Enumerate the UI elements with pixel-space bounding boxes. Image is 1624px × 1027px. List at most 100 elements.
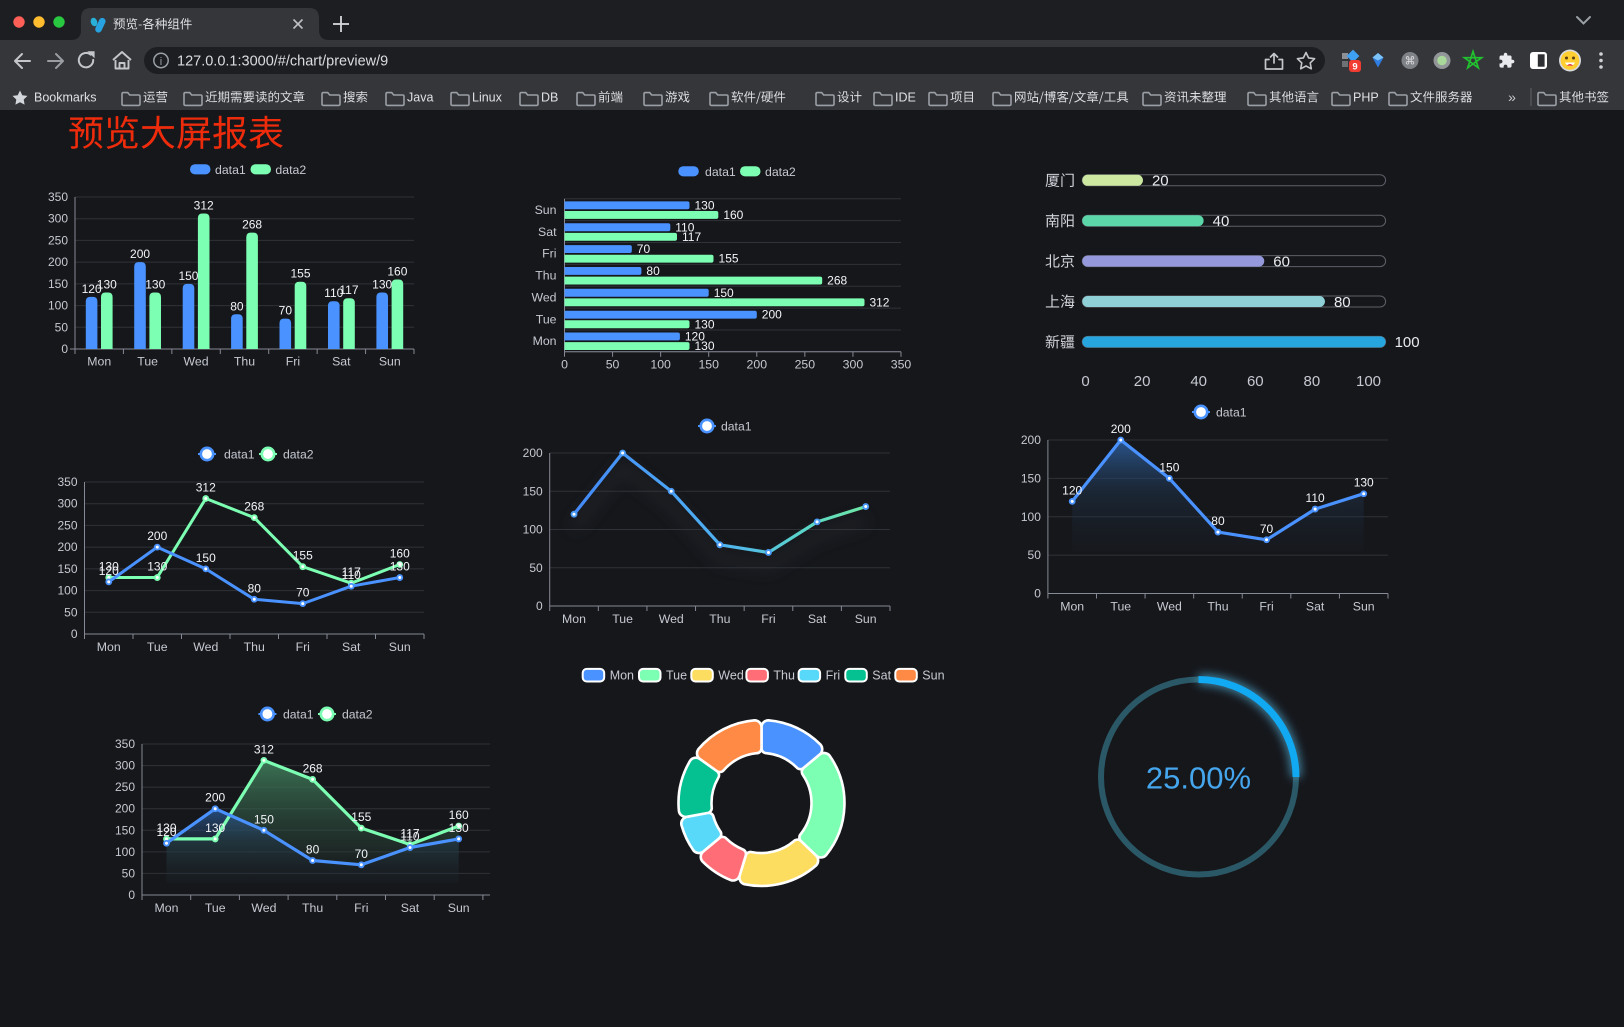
svg-text:data1: data1 xyxy=(721,419,752,433)
svg-text:Sat: Sat xyxy=(538,225,557,239)
svg-text:Sun: Sun xyxy=(922,669,944,683)
svg-text:Sun: Sun xyxy=(855,612,877,626)
svg-text:160: 160 xyxy=(449,808,469,822)
svg-text:⌘: ⌘ xyxy=(1405,56,1416,68)
svg-text:160: 160 xyxy=(723,208,743,222)
svg-text:80: 80 xyxy=(1304,373,1321,390)
svg-text:Tue: Tue xyxy=(1110,600,1131,614)
svg-text:130: 130 xyxy=(1354,476,1374,490)
svg-text:Thu: Thu xyxy=(773,669,795,683)
svg-text:150: 150 xyxy=(714,286,734,300)
svg-text:Wed: Wed xyxy=(718,669,744,683)
svg-text:120: 120 xyxy=(156,825,176,839)
svg-text:130: 130 xyxy=(147,560,167,574)
svg-text:80: 80 xyxy=(646,264,660,278)
svg-text:Linux: Linux xyxy=(472,91,503,105)
svg-text:data1: data1 xyxy=(224,447,255,461)
svg-text:200: 200 xyxy=(130,247,150,261)
svg-text:200: 200 xyxy=(1111,422,1131,436)
svg-text:data1: data1 xyxy=(215,163,246,177)
svg-text:80: 80 xyxy=(1211,514,1225,528)
svg-text:300: 300 xyxy=(843,357,864,371)
svg-text:50: 50 xyxy=(606,357,620,371)
svg-text:130: 130 xyxy=(156,821,176,835)
svg-text:312: 312 xyxy=(254,742,274,756)
svg-text:Wed: Wed xyxy=(184,355,209,369)
svg-text:150: 150 xyxy=(523,484,543,498)
svg-text:200: 200 xyxy=(747,357,768,371)
svg-text:200: 200 xyxy=(523,446,543,460)
svg-text:Thu: Thu xyxy=(1207,600,1228,614)
svg-text:Sun: Sun xyxy=(379,355,401,369)
svg-text:150: 150 xyxy=(57,562,77,576)
svg-text:Mon: Mon xyxy=(87,355,111,369)
svg-text:Wed: Wed xyxy=(659,612,684,626)
svg-text:350: 350 xyxy=(891,357,912,371)
svg-text:0: 0 xyxy=(1034,587,1041,601)
svg-text:150: 150 xyxy=(115,823,135,837)
svg-text:160: 160 xyxy=(390,547,410,561)
svg-text:110: 110 xyxy=(324,286,343,300)
svg-text:0: 0 xyxy=(536,599,543,613)
svg-text:20: 20 xyxy=(1134,373,1151,390)
svg-text:Fri: Fri xyxy=(542,247,556,261)
svg-text:200: 200 xyxy=(48,255,68,269)
svg-text:117: 117 xyxy=(682,230,701,244)
svg-text:60: 60 xyxy=(1247,373,1264,390)
svg-text:100: 100 xyxy=(523,523,543,537)
svg-text:Fri: Fri xyxy=(761,612,775,626)
svg-text:150: 150 xyxy=(48,277,68,291)
svg-text:i: i xyxy=(160,56,162,68)
svg-text:0: 0 xyxy=(61,342,68,356)
svg-text:70: 70 xyxy=(279,304,293,318)
svg-text:120: 120 xyxy=(99,564,119,578)
svg-text:150: 150 xyxy=(1159,460,1179,474)
svg-text:110: 110 xyxy=(1306,491,1325,505)
svg-text:Tue: Tue xyxy=(536,312,557,326)
svg-text:50: 50 xyxy=(55,320,69,334)
svg-text:268: 268 xyxy=(303,761,323,775)
svg-text:155: 155 xyxy=(293,549,313,563)
svg-text:160: 160 xyxy=(387,265,407,279)
svg-text:130: 130 xyxy=(390,560,410,574)
svg-text:Mon: Mon xyxy=(155,901,179,915)
svg-text:130: 130 xyxy=(694,198,714,212)
svg-text:Sun: Sun xyxy=(535,203,557,217)
svg-text:Bookmarks: Bookmarks xyxy=(34,91,97,105)
svg-text:20: 20 xyxy=(1152,173,1169,190)
svg-text:50: 50 xyxy=(122,866,136,880)
svg-text:130: 130 xyxy=(449,821,469,835)
svg-text:Sat: Sat xyxy=(342,640,361,654)
svg-text:70: 70 xyxy=(355,847,369,861)
svg-text:155: 155 xyxy=(351,810,371,824)
svg-text:100: 100 xyxy=(1021,510,1041,524)
svg-text:0: 0 xyxy=(1081,373,1089,390)
svg-text:300: 300 xyxy=(57,497,77,511)
svg-text:250: 250 xyxy=(48,233,68,247)
svg-text:Sun: Sun xyxy=(1353,600,1375,614)
svg-text:110: 110 xyxy=(342,568,361,582)
svg-text:127.0.0.1:3000/#/chart/preview: 127.0.0.1:3000/#/chart/preview/9 xyxy=(177,54,388,70)
svg-text:70: 70 xyxy=(1260,522,1274,536)
svg-text:50: 50 xyxy=(529,561,543,575)
svg-text:268: 268 xyxy=(244,500,264,514)
svg-text:250: 250 xyxy=(795,357,816,371)
svg-text:»: » xyxy=(1508,89,1516,105)
svg-text:Java: Java xyxy=(407,91,433,105)
svg-text:Tue: Tue xyxy=(205,901,226,915)
svg-text:Thu: Thu xyxy=(709,612,730,626)
svg-text:120: 120 xyxy=(1062,483,1082,497)
svg-text:data2: data2 xyxy=(765,165,796,179)
svg-text:Thu: Thu xyxy=(535,269,556,283)
svg-text:80: 80 xyxy=(230,299,244,313)
svg-text:100: 100 xyxy=(1395,334,1420,351)
svg-text:110: 110 xyxy=(400,830,419,844)
svg-text:155: 155 xyxy=(719,252,739,266)
svg-text:117: 117 xyxy=(339,283,358,297)
svg-text:Thu: Thu xyxy=(244,640,265,654)
svg-text:312: 312 xyxy=(196,481,216,495)
svg-text:312: 312 xyxy=(869,295,889,309)
svg-text:data2: data2 xyxy=(283,447,314,461)
svg-text:data2: data2 xyxy=(275,163,306,177)
svg-text:Mon: Mon xyxy=(562,612,586,626)
